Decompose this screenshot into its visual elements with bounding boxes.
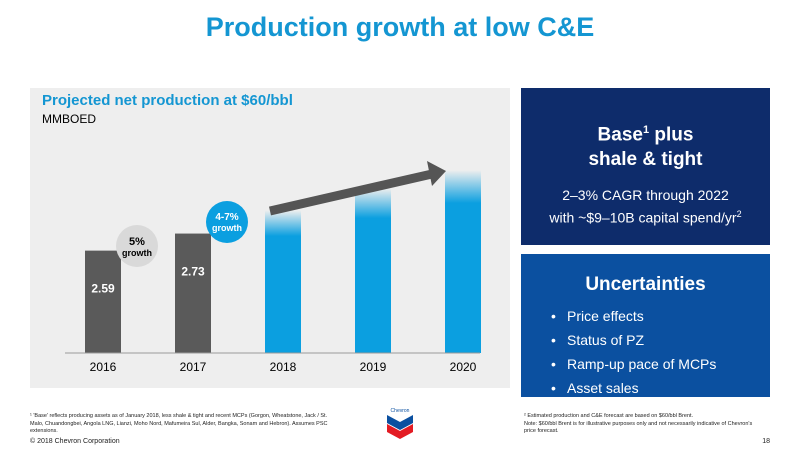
growth-projected-pct: 4-7% xyxy=(215,212,238,223)
production-chart: 2.592.73 2016 2017 2018 2019 2020 5% growth … xyxy=(65,161,481,374)
x-tick-label: 2017 xyxy=(180,360,207,374)
list-item: • Status of PZ xyxy=(551,332,645,348)
chart-title: Projected net production at $60/bbl xyxy=(42,92,293,109)
bar-2017 xyxy=(175,233,211,353)
list-item: • Price effects xyxy=(551,308,644,324)
uncertainties-box: Uncertainties • Price effects • Status of … xyxy=(521,254,770,397)
chart-unit-label: MMBOED xyxy=(42,112,96,126)
growth-bubble-actual xyxy=(116,225,158,267)
x-tick-label: 2018 xyxy=(270,360,297,374)
bar-2018 xyxy=(265,210,301,353)
bar-value-label: 2.59 xyxy=(91,282,115,296)
growth-actual-pct: 5% xyxy=(129,236,145,248)
page-number: 18 xyxy=(762,438,770,445)
copyright: © 2018 Chevron Corporation xyxy=(30,438,120,445)
footnote-right: ² Estimated production and C&E forecast … xyxy=(524,413,753,434)
bar-2020 xyxy=(445,170,481,353)
uncertainties-heading: Uncertainties xyxy=(585,274,706,295)
base-box-body: 2–3% CAGR through 2022 with ~$9–10B capi… xyxy=(549,187,742,226)
list-item: • Asset sales xyxy=(551,380,639,396)
growth-bubble-projected xyxy=(206,201,248,243)
bar-2019 xyxy=(355,188,391,353)
chevron-logo: Chevron xyxy=(387,408,413,439)
slide-title: Production growth at low C&E xyxy=(205,12,595,42)
footnote-left: ¹ 'Base' reflects producing assets as of… xyxy=(30,413,328,434)
uncertainties-list: • Price effects • Status of PZ • Ramp-up pa… xyxy=(551,304,770,400)
bar-2016 xyxy=(85,250,121,353)
chart-panel: 2.59 2.73 2016 2017 2018 2019 2020 5% growth … xyxy=(30,88,510,388)
list-item: • Ramp-up pace of MCPs xyxy=(551,356,717,372)
growth-actual-word: growth xyxy=(122,248,152,258)
base-box: Base1 plus shale & tight 2–3% CAGR throu… xyxy=(521,88,770,245)
svg-text:Chevron: Chevron xyxy=(391,408,410,414)
x-tick-label: 2019 xyxy=(360,360,387,374)
growth-projected-word: growth xyxy=(212,223,242,233)
x-tick-label: 2020 xyxy=(450,360,477,374)
growth-arrow xyxy=(268,169,434,216)
x-tick-label: 2016 xyxy=(90,360,117,374)
base-box-heading: Base1 plus shale & tight xyxy=(588,124,703,171)
growth-arrow-head xyxy=(427,161,446,186)
bar-value-label: 2.73 xyxy=(181,265,205,279)
